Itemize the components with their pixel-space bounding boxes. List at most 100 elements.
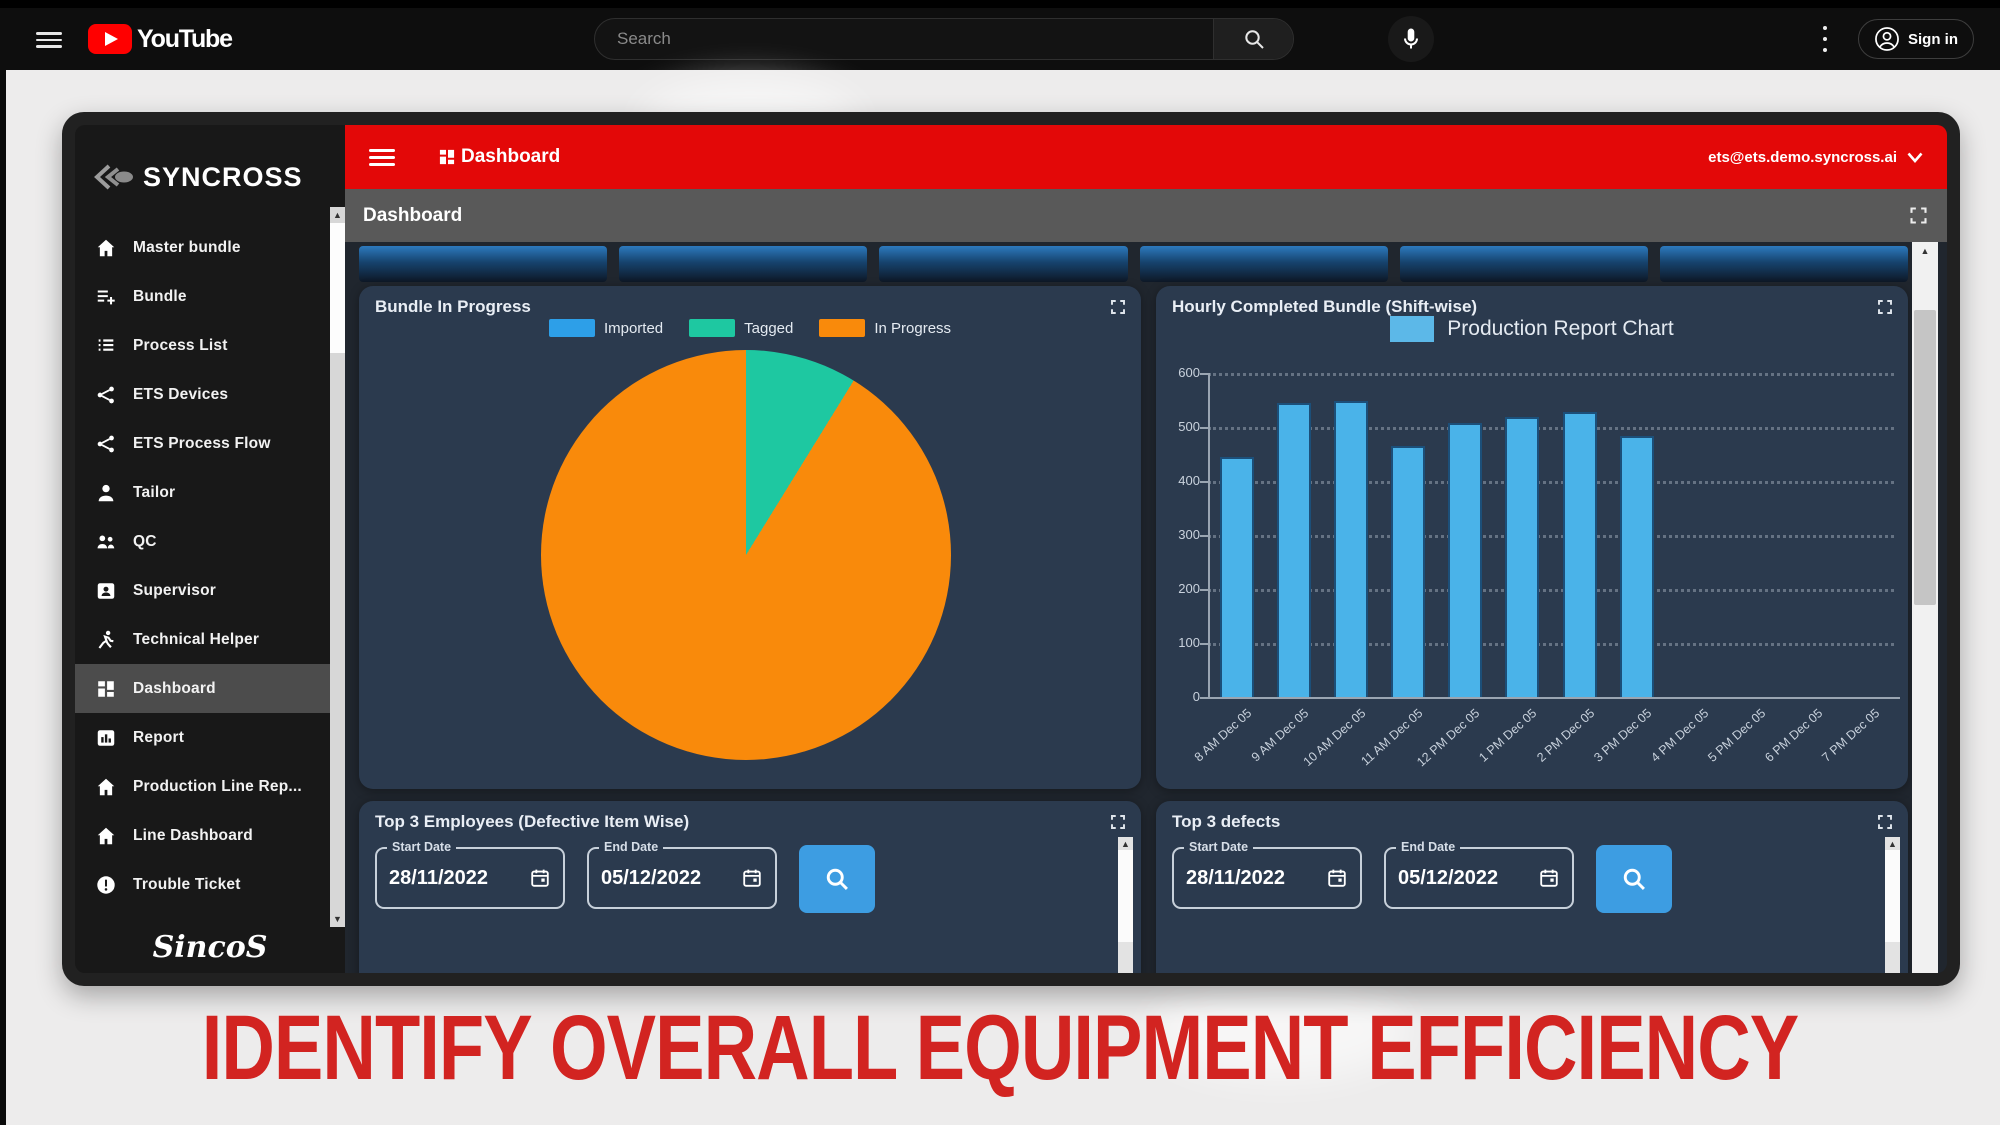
panel-scrollbar[interactable]: ▲: [1118, 837, 1133, 973]
scrollbar-thumb[interactable]: [1118, 850, 1133, 942]
sidebar-item-label: Tailor: [133, 483, 176, 501]
sidebar-item-dashboard[interactable]: Dashboard: [75, 664, 345, 713]
y-axis-tick-mark: [1200, 373, 1208, 375]
y-axis-tick-mark: [1200, 697, 1208, 699]
calendar-icon[interactable]: [529, 867, 551, 889]
sidebar-item-bundle[interactable]: Bundle: [75, 272, 345, 321]
sign-in-label: Sign in: [1908, 30, 1958, 48]
watermark-blob: [1150, 980, 1410, 1080]
legend-item-tagged[interactable]: Tagged: [689, 319, 793, 337]
bundle-add-icon: [97, 289, 115, 304]
sidebar-item-trouble-ticket[interactable]: Trouble Ticket: [75, 860, 345, 909]
expand-icon[interactable]: [1876, 813, 1894, 831]
content-scrollbar[interactable]: ▲: [1912, 242, 1938, 973]
scrollbar-thumb[interactable]: [330, 223, 345, 353]
sidebar-item-production-line-rep[interactable]: Production Line Rep...: [75, 762, 345, 811]
scroll-up-arrow-icon[interactable]: ▲: [1888, 839, 1897, 849]
fullscreen-expand-icon[interactable]: [1908, 205, 1929, 226]
legend-label: Imported: [603, 319, 664, 337]
start-date-label: Start Date: [387, 840, 457, 854]
youtube-header: YouTube Sign in: [0, 8, 2000, 70]
bar-9-am-dec-05[interactable]: [1276, 402, 1311, 697]
sidebar-item-supervisor[interactable]: Supervisor: [75, 566, 345, 615]
kpi-card-cropped: [1659, 246, 1909, 282]
search-bar: [594, 18, 1294, 60]
x-axis-label: 5 PM Dec 05: [1705, 706, 1769, 765]
gridline-400: [1208, 481, 1894, 484]
sidebar-item-ets-process-flow[interactable]: ETS Process Flow: [75, 419, 345, 468]
bar-11-am-dec-05[interactable]: [1391, 445, 1426, 697]
bar-10-am-dec-05[interactable]: [1333, 401, 1368, 697]
calendar-icon[interactable]: [1538, 867, 1560, 889]
page-title-bar: Dashboard: [345, 189, 1947, 242]
sidebar-item-label: ETS Devices: [133, 385, 229, 403]
legend-item-imported[interactable]: Imported: [548, 319, 664, 337]
scroll-down-arrow-icon[interactable]: ▼: [333, 914, 342, 924]
sidebar-item-ets-devices[interactable]: ETS Devices: [75, 370, 345, 419]
bar-2-pm-dec-05[interactable]: [1562, 411, 1597, 697]
scroll-up-arrow-icon[interactable]: ▲: [1920, 246, 1930, 256]
more-options-kebab-icon[interactable]: [1816, 26, 1834, 52]
x-axis-label: 7 PM Dec 05: [1819, 706, 1883, 765]
youtube-logo[interactable]: YouTube: [88, 24, 233, 54]
process-flow-icon: [97, 435, 114, 452]
expand-icon[interactable]: [1876, 298, 1894, 316]
user-menu[interactable]: ets@ets.demo.syncross.ai: [1708, 149, 1923, 166]
kpi-card-cropped: [619, 246, 868, 282]
panel-scrollbar[interactable]: ▲: [1885, 837, 1900, 973]
x-axis-label: 4 PM Dec 05: [1648, 706, 1712, 765]
scrollbar-thumb[interactable]: [1914, 310, 1936, 605]
sidebar-item-label: Process List: [133, 336, 228, 354]
sidebar-item-label: Production Line Rep...: [133, 777, 302, 795]
scroll-up-arrow-icon[interactable]: ▲: [1121, 839, 1130, 849]
sidebar-item-process-list[interactable]: Process List: [75, 321, 345, 370]
expand-icon[interactable]: [1109, 813, 1127, 831]
search-submit-button[interactable]: [799, 845, 875, 913]
bar-8-am-dec-05[interactable]: [1219, 456, 1254, 697]
brand-name: SYNCROSS: [143, 161, 303, 192]
search-button[interactable]: [1213, 19, 1293, 59]
scroll-up-arrow-icon[interactable]: ▲: [333, 210, 342, 220]
sign-in-button[interactable]: Sign in: [1858, 19, 1974, 59]
gridline-100: [1208, 643, 1894, 646]
search-icon: [1623, 868, 1645, 890]
sidebar-item-tailor[interactable]: Tailor: [75, 468, 345, 517]
sidebar-item-technical-helper[interactable]: Technical Helper: [75, 615, 345, 664]
dashboard-content: Bundle In Progress Imported Tagged In Prog…: [345, 242, 1947, 973]
end-date-label: End Date: [599, 840, 664, 854]
scrollbar-thumb[interactable]: [1885, 850, 1900, 942]
device-network-icon: [97, 386, 114, 403]
topbar-title: Dashboard: [461, 146, 561, 167]
legend-swatch: [1390, 316, 1435, 342]
account-person-icon: [1875, 27, 1899, 51]
bar-1-pm-dec-05[interactable]: [1505, 417, 1540, 697]
start-date-field[interactable]: Start Date 28/11/2022: [1172, 840, 1362, 909]
sidebar-item-report[interactable]: Report: [75, 713, 345, 762]
legend-item-in-progress[interactable]: In Progress: [819, 319, 951, 337]
voice-search-button[interactable]: [1388, 16, 1434, 62]
legend-swatch: [548, 319, 595, 337]
alert-circle-icon: [97, 875, 115, 894]
calendar-icon[interactable]: [741, 867, 763, 889]
gridline-500: [1208, 427, 1894, 430]
x-axis-label: 1 PM Dec 05: [1476, 706, 1540, 765]
calendar-icon[interactable]: [1326, 867, 1348, 889]
sidebar-item-qc[interactable]: QC: [75, 517, 345, 566]
bar-3-pm-dec-05[interactable]: [1619, 436, 1654, 697]
search-input[interactable]: [595, 19, 1213, 59]
x-axis-label: 6 PM Dec 05: [1762, 706, 1826, 765]
sidebar-item-master-bundle[interactable]: Master bundle: [75, 223, 345, 272]
expand-icon[interactable]: [1109, 298, 1127, 316]
sidebar-toggle-hamburger-icon[interactable]: [369, 148, 395, 166]
end-date-field[interactable]: End Date 05/12/2022: [587, 840, 777, 909]
panel-title: Top 3 Employees (Defective Item Wise): [375, 812, 690, 831]
end-date-field[interactable]: End Date 05/12/2022: [1384, 840, 1574, 909]
menu-hamburger-icon[interactable]: [36, 32, 62, 48]
search-submit-button[interactable]: [1596, 845, 1672, 913]
end-date-value: 05/12/2022: [1398, 866, 1499, 889]
start-date-field[interactable]: Start Date 28/11/2022: [375, 840, 565, 909]
bar-12-pm-dec-05[interactable]: [1448, 422, 1483, 697]
sidebar-item-line-dashboard[interactable]: Line Dashboard: [75, 811, 345, 860]
sidebar-scrollbar[interactable]: ▲ ▼: [330, 207, 345, 927]
y-axis-tick-mark: [1200, 589, 1208, 591]
